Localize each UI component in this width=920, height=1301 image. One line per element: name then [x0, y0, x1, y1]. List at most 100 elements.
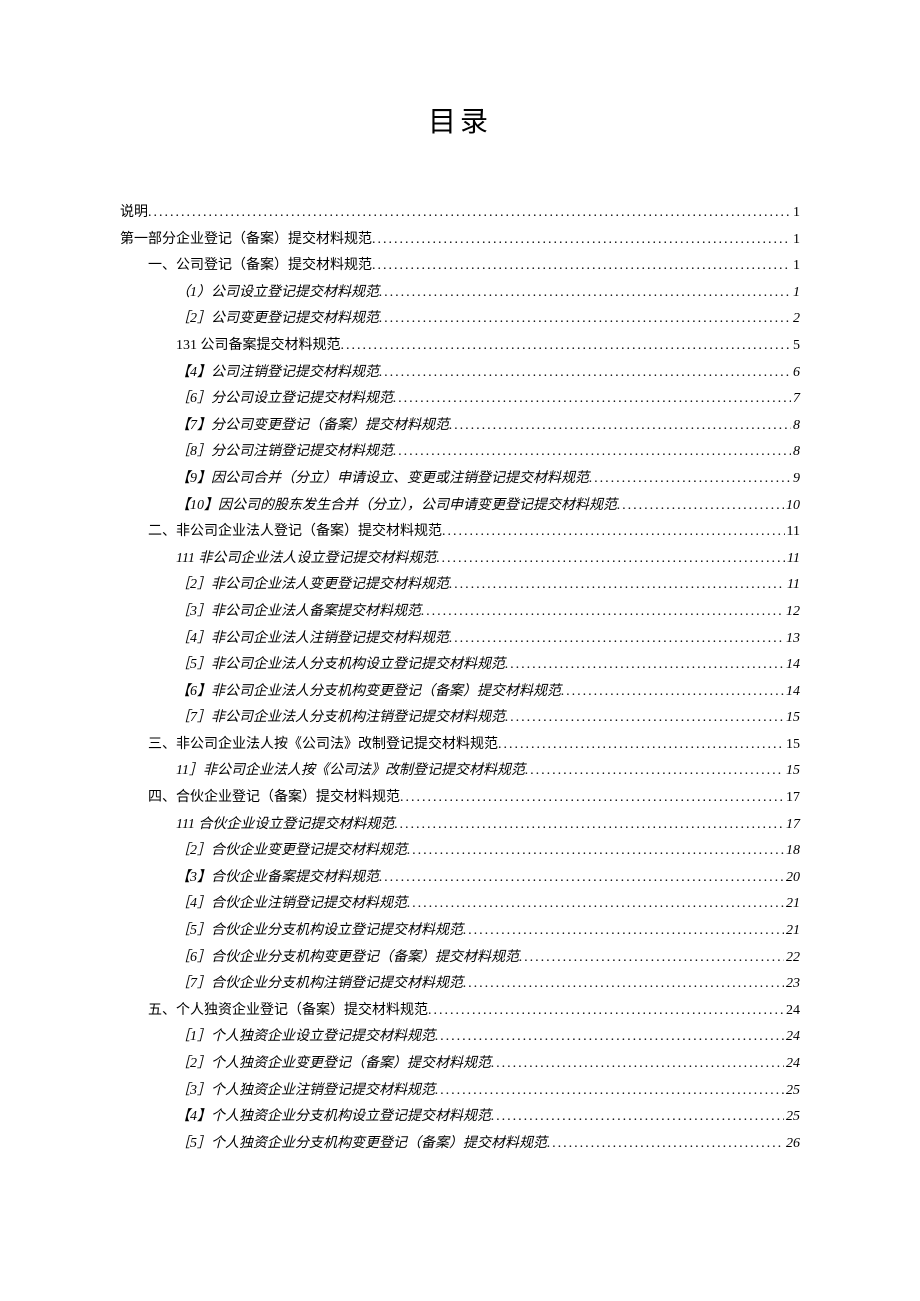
toc-entry-page: 23 [784, 971, 800, 998]
toc-leader-dots [372, 227, 791, 254]
toc-leader-dots [379, 360, 791, 387]
toc-entry-page: 1 [791, 253, 800, 280]
toc-entry-label: ［2］个人独资企业变更登记（备案）提交材料规范 [176, 1051, 491, 1078]
toc-entry: 二、非公司企业法人登记（备案）提交材料规范 11 [148, 519, 800, 546]
toc-leader-dots [561, 679, 784, 706]
toc-leader-dots [379, 865, 784, 892]
toc-leader-dots [379, 280, 791, 307]
toc-entry: 说明1 [120, 200, 800, 227]
toc-entry-label: ［1］个人独资企业设立登记提交材料规范 [176, 1024, 435, 1051]
toc-leader-dots [491, 1051, 784, 1078]
toc-entry: 111 非公司企业法人设立登记提交材料规范 11 [176, 546, 800, 573]
toc-entry-label: ［4］非公司企业法人注销登记提交材料规范 [176, 626, 449, 653]
toc-leader-dots [400, 785, 784, 812]
toc-leader-dots [519, 945, 784, 972]
toc-entry-label: 【9】因公司合并（分立）申请设立、变更或注销登记提交材料规范 [176, 466, 589, 493]
toc-entry: 四、合伙企业登记（备案）提交材料规范 17 [148, 785, 800, 812]
toc-entry: ［8］分公司注销登记提交材料规范8 [176, 439, 800, 466]
toc-entry-label: 【4】个人独资企业分支机构设立登记提交材料规范 [176, 1104, 491, 1131]
toc-entry: 第一部分企业登记（备案）提交材料规范1 [120, 227, 800, 254]
toc-entry-label: 【3】合伙企业备案提交材料规范 [176, 865, 379, 892]
toc-entry: （1）公司设立登记提交材料规范1 [176, 280, 800, 307]
toc-leader-dots [617, 493, 784, 520]
toc-leader-dots [449, 626, 784, 653]
toc-entry-label: ［2］非公司企业法人变更登记提交材料规范 [176, 572, 449, 599]
toc-entry-page: 24 [784, 998, 800, 1025]
toc-entry: 【4】公司注销登记提交材料规范6 [176, 360, 800, 387]
toc-leader-dots [393, 439, 791, 466]
toc-leader-dots [498, 732, 784, 759]
toc-entry: ［4］合伙企业注销登记提交材料规范21 [176, 891, 800, 918]
toc-entry: 一、公司登记（备案）提交材料规范 1 [148, 253, 800, 280]
toc-entry-page: 8 [791, 439, 800, 466]
toc-leader-dots [394, 812, 784, 839]
toc-leader-dots [428, 998, 784, 1025]
toc-entry-page: 5 [791, 333, 800, 360]
toc-entry-label: ［2］公司变更登记提交材料规范 [176, 306, 379, 333]
toc-entry: 11］非公司企业法人按《公司法》改制登记提交材料规范15 [176, 758, 800, 785]
toc-entry-label: ［3］个人独资企业注销登记提交材料规范 [176, 1078, 435, 1105]
toc-entry-page: 17 [784, 785, 800, 812]
toc-leader-dots [442, 519, 785, 546]
document-page: 目录 说明1第一部分企业登记（备案）提交材料规范1一、公司登记（备案）提交材料规… [0, 0, 920, 1217]
toc-leader-dots [435, 1078, 784, 1105]
toc-entry-page: 25 [784, 1078, 800, 1105]
toc-leader-dots [393, 386, 791, 413]
toc-leader-dots [435, 1024, 784, 1051]
toc-entry-label: 11］非公司企业法人按《公司法》改制登记提交材料规范 [176, 758, 525, 785]
toc-entry-page: 11 [785, 546, 800, 573]
toc-entry-page: 21 [784, 891, 800, 918]
toc-entry-label: 四、合伙企业登记（备案）提交材料规范 [148, 785, 400, 812]
toc-leader-dots [463, 971, 784, 998]
toc-leader-dots [547, 1131, 784, 1158]
toc-entry: 五、个人独资企业登记（备案）提交材料规范 24 [148, 998, 800, 1025]
toc-entry-page: 25 [784, 1104, 800, 1131]
toc-leader-dots [372, 253, 791, 280]
toc-entry: ［1］个人独资企业设立登记提交材料规范 24 [176, 1024, 800, 1051]
toc-entry-label: 一、公司登记（备案）提交材料规范 [148, 253, 372, 280]
toc-entry-page: 12 [784, 599, 800, 626]
toc-entry-page: 15 [784, 732, 800, 759]
toc-entry-label: ［5］非公司企业法人分支机构设立登记提交材料规范 [176, 652, 505, 679]
toc-entry-page: 2 [791, 306, 800, 333]
toc-entry-page: 8 [791, 413, 800, 440]
toc-entry: 三、非公司企业法人按《公司法》改制登记提交材料规范 15 [148, 732, 800, 759]
toc-entry-page: 17 [784, 812, 800, 839]
toc-entry-label: 第一部分企业登记（备案）提交材料规范 [120, 227, 372, 254]
toc-entry: ［5］个人独资企业分支机构变更登记（备案）提交材料规范26 [176, 1131, 800, 1158]
toc-entry-label: ［5］个人独资企业分支机构变更登记（备案）提交材料规范 [176, 1131, 547, 1158]
toc-entry: ［2］个人独资企业变更登记（备案）提交材料规范 24 [176, 1051, 800, 1078]
toc-leader-dots [505, 705, 784, 732]
toc-leader-dots [421, 599, 784, 626]
page-title: 目录 [120, 100, 800, 140]
toc-entry-page: 24 [784, 1051, 800, 1078]
table-of-contents: 说明1第一部分企业登记（备案）提交材料规范1一、公司登记（备案）提交材料规范 1… [120, 200, 800, 1157]
toc-entry-label: 131 公司备案提交材料规范 [176, 333, 341, 360]
toc-entry-label: 111 合伙企业设立登记提交材料规范 [176, 812, 394, 839]
toc-leader-dots [407, 838, 784, 865]
toc-entry: ［2］公司变更登记提交材料规范 2 [176, 306, 800, 333]
toc-entry-label: ［7］非公司企业法人分支机构注销登记提交材料规范 [176, 705, 505, 732]
toc-entry: ［6］分公司设立登记提交材料规范7 [176, 386, 800, 413]
toc-entry: 【4】个人独资企业分支机构设立登记提交材料规范 25 [176, 1104, 800, 1131]
toc-leader-dots [407, 891, 784, 918]
toc-entry: 【6】非公司企业法人分支机构变更登记（备案）提交材料规范14 [176, 679, 800, 706]
toc-entry: ［6］合伙企业分支机构变更登记（备案）提交材料规范 22 [176, 945, 800, 972]
toc-entry: ［7］非公司企业法人分支机构注销登记提交材料规范15 [176, 705, 800, 732]
toc-entry-page: 20 [784, 865, 800, 892]
toc-entry-label: ［6］合伙企业分支机构变更登记（备案）提交材料规范 [176, 945, 519, 972]
toc-leader-dots [148, 200, 791, 227]
toc-entry-label: 111 非公司企业法人设立登记提交材料规范 [176, 546, 436, 573]
toc-entry: ［5］非公司企业法人分支机构设立登记提交材料规范14 [176, 652, 800, 679]
toc-leader-dots [341, 333, 792, 360]
toc-entry: 【9】因公司合并（分立）申请设立、变更或注销登记提交材料规范9 [176, 466, 800, 493]
toc-entry: ［5］合伙企业分支机构设立登记提交材料规范21 [176, 918, 800, 945]
toc-leader-dots [525, 758, 784, 785]
toc-entry-label: 【10】因公司的股东发生合并（分立），公司申请变更登记提交材料规范 [176, 493, 617, 520]
toc-leader-dots [449, 413, 791, 440]
toc-entry-page: 24 [784, 1024, 800, 1051]
toc-entry-page: 11 [785, 519, 800, 546]
toc-entry-page: 22 [784, 945, 800, 972]
toc-entry-label: 【7】分公司变更登记（备案）提交材料规范 [176, 413, 449, 440]
toc-entry-label: ［2］合伙企业变更登记提交材料规范 [176, 838, 407, 865]
